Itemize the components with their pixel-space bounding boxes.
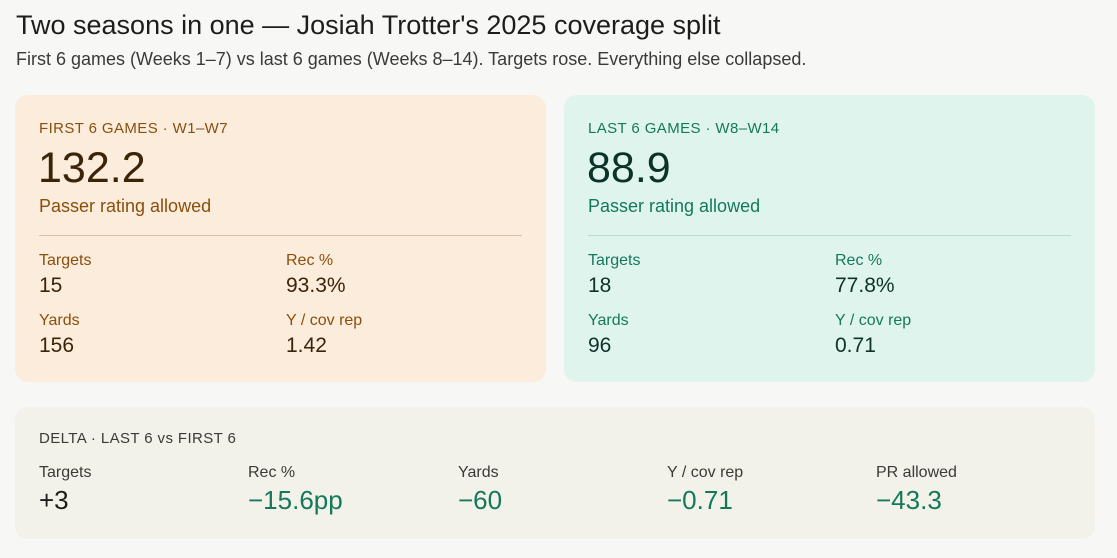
first-six-games-card: FIRST 6 GAMES · W1–W7 132.2 Passer ratin… <box>15 95 546 382</box>
first-stat-rec-pct: Rec % 93.3% <box>286 251 346 299</box>
stat-label: Rec % <box>286 252 334 269</box>
delta-item-value: −0.71 <box>667 485 733 515</box>
last-card-label: LAST 6 GAMES · W8–W14 <box>588 120 780 137</box>
stat-value: 18 <box>588 274 612 297</box>
delta-rec-pct: Rec % −15.6pp <box>248 463 343 516</box>
delta-yards: Yards −60 <box>458 463 502 516</box>
page-title: Two seasons in one — Josiah Trotter's 20… <box>16 10 721 40</box>
first-stat-yards-per-cov-rep: Y / cov rep 1.42 <box>286 311 362 359</box>
last-passer-rating-value: 88.9 <box>587 144 671 192</box>
stat-label: Targets <box>588 252 641 269</box>
stat-value: 156 <box>39 334 75 357</box>
stat-label: Y / cov rep <box>286 312 363 329</box>
delta-item-label: Y / cov rep <box>667 464 744 481</box>
last-stat-rec-pct: Rec % 77.8% <box>835 251 895 299</box>
stat-label: Yards <box>39 312 80 329</box>
delta-item-value: −15.6pp <box>248 485 343 515</box>
first-passer-rating-value: 132.2 <box>38 144 146 192</box>
stat-label: Y / cov rep <box>835 312 912 329</box>
stat-value: 96 <box>588 334 612 357</box>
stat-value: 93.3% <box>286 274 346 297</box>
first-stat-yards: Yards 156 <box>39 311 80 359</box>
delta-yards-per-cov-rep: Y / cov rep −0.71 <box>667 463 743 516</box>
delta-targets: Targets +3 <box>39 463 91 516</box>
first-card-label: FIRST 6 GAMES · W1–W7 <box>39 120 228 137</box>
delta-card: DELTA · LAST 6 vs FIRST 6 Targets +3 Rec… <box>15 407 1095 539</box>
delta-item-label: Targets <box>39 464 92 481</box>
delta-card-label: DELTA · LAST 6 vs FIRST 6 <box>39 430 237 447</box>
delta-item-label: Yards <box>458 464 499 481</box>
last-stat-targets: Targets 18 <box>588 251 640 299</box>
delta-item-value: −60 <box>458 485 503 515</box>
stat-label: Yards <box>588 312 629 329</box>
page-subtitle: First 6 games (Weeks 1–7) vs last 6 game… <box>16 49 807 69</box>
last-card-divider <box>588 235 1071 236</box>
delta-item-label: PR allowed <box>876 464 957 481</box>
delta-item-label: Rec % <box>248 464 296 481</box>
stat-label: Targets <box>39 252 92 269</box>
stat-label: Rec % <box>835 252 883 269</box>
delta-passer-rating: PR allowed −43.3 <box>876 463 957 516</box>
last-passer-rating-label: Passer rating allowed <box>588 196 761 216</box>
stat-value: 77.8% <box>835 274 895 297</box>
stat-value: 15 <box>39 274 63 297</box>
last-six-games-card: LAST 6 GAMES · W8–W14 88.9 Passer rating… <box>564 95 1095 382</box>
delta-item-value: +3 <box>39 485 69 515</box>
last-stat-yards-per-cov-rep: Y / cov rep 0.71 <box>835 311 911 359</box>
first-stat-targets: Targets 15 <box>39 251 91 299</box>
last-stat-yards: Yards 96 <box>588 311 629 359</box>
first-passer-rating-label: Passer rating allowed <box>39 196 212 216</box>
stat-value: 0.71 <box>835 334 876 357</box>
delta-item-value: −43.3 <box>876 485 942 515</box>
first-card-divider <box>39 235 522 236</box>
stat-value: 1.42 <box>286 334 327 357</box>
